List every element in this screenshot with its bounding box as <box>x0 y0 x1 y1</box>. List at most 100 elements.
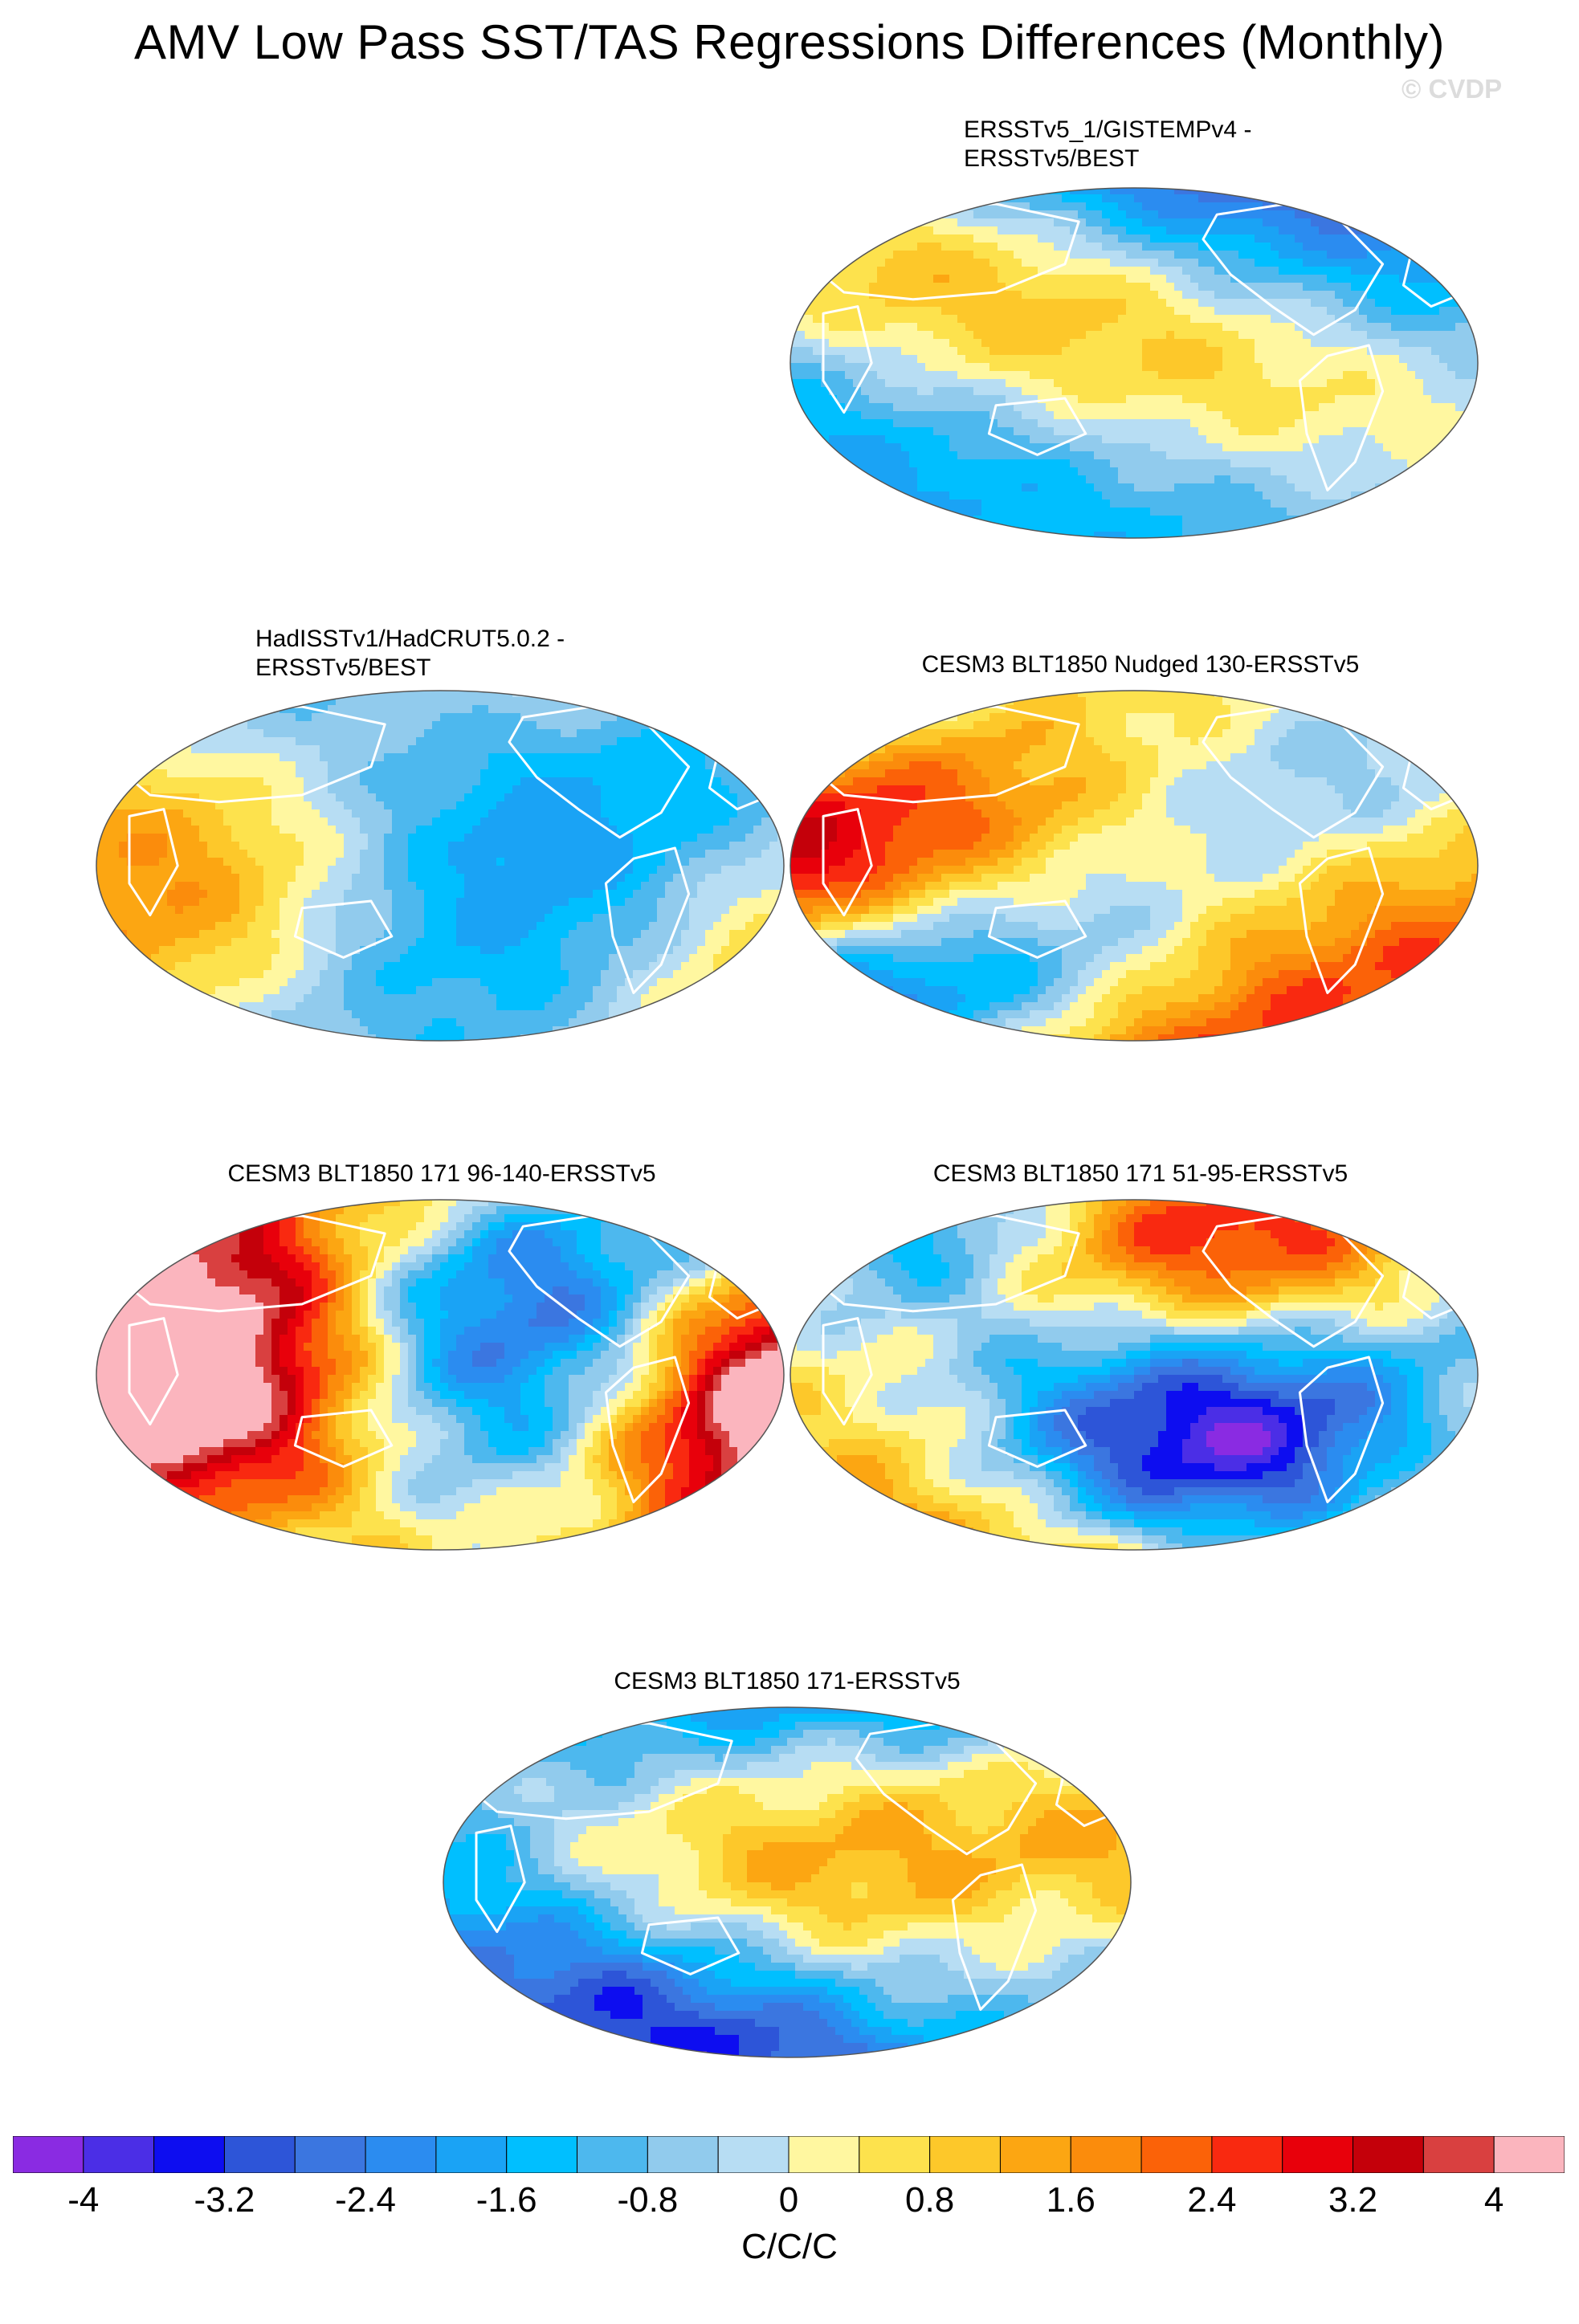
map-cell <box>424 745 433 754</box>
map-cell <box>1022 259 1030 267</box>
map-cell <box>561 826 569 834</box>
map-cell <box>981 475 990 484</box>
map-cell <box>1303 516 1312 524</box>
map-cell <box>1327 251 1336 259</box>
map-cell <box>805 379 814 388</box>
map-cell <box>761 882 770 891</box>
map-cell <box>1118 275 1127 283</box>
map-cell <box>368 729 377 738</box>
map-cell <box>973 379 982 388</box>
map-cell <box>408 826 417 834</box>
map-cell <box>1246 202 1255 211</box>
map-cell <box>989 427 998 436</box>
map-cell <box>1447 331 1456 340</box>
map-cell <box>1271 331 1279 340</box>
map-cell <box>1102 188 1111 195</box>
map-cell <box>344 866 353 875</box>
map-cell <box>1094 499 1103 508</box>
map-cell <box>1118 210 1127 219</box>
map-cell <box>207 850 216 858</box>
map-cell <box>998 259 1006 267</box>
map-cell <box>1118 435 1127 444</box>
map-cell <box>737 858 746 866</box>
map-cell <box>96 850 104 858</box>
map-cell <box>1174 403 1183 412</box>
map-cell <box>1303 387 1312 396</box>
map-cell <box>705 809 714 818</box>
map-cell <box>1134 371 1143 380</box>
map-cell <box>1014 435 1022 444</box>
map-cell <box>805 323 814 332</box>
map-cell <box>1142 379 1151 388</box>
map-cell <box>1431 419 1440 428</box>
map-cell <box>1030 339 1038 348</box>
map-cell <box>641 785 650 794</box>
map-cell <box>1110 331 1119 340</box>
map-cell <box>1214 259 1223 267</box>
map-cell <box>1319 387 1328 396</box>
map-cell <box>893 234 902 243</box>
map-cell <box>183 834 192 842</box>
map-cell <box>1182 467 1191 476</box>
map-cell <box>440 850 449 858</box>
map-cell <box>1102 307 1111 316</box>
map-cell <box>989 491 998 500</box>
map-cell <box>1431 355 1440 364</box>
map-cell <box>1166 202 1175 211</box>
map-cell <box>432 691 441 698</box>
map-cell <box>183 882 192 891</box>
map-cell <box>901 363 910 372</box>
map-cell <box>1399 299 1408 308</box>
map-cell <box>721 801 730 810</box>
map-cell <box>392 785 401 794</box>
map-cell <box>1271 435 1279 444</box>
map-cell <box>376 777 385 786</box>
map-cell <box>376 834 385 842</box>
map-cell <box>1182 323 1191 332</box>
map-cell <box>957 499 966 508</box>
map-cell <box>577 882 585 891</box>
map-cell <box>877 443 886 452</box>
map-cell <box>1078 419 1087 428</box>
map-cell <box>504 858 513 866</box>
map-cell <box>464 721 473 730</box>
map-cell <box>829 435 838 444</box>
map-cell <box>981 234 990 243</box>
map-cell <box>989 355 998 364</box>
map-cell <box>167 866 176 875</box>
map-cell <box>1046 379 1055 388</box>
map-cell <box>400 817 409 826</box>
map-cell <box>1423 323 1432 332</box>
map-cell <box>821 387 830 396</box>
map-cell <box>392 842 401 850</box>
map-cell <box>901 299 910 308</box>
map-cell <box>1206 315 1215 324</box>
map-cell <box>933 339 942 348</box>
map-cell <box>1062 251 1071 259</box>
map-cell <box>392 737 401 746</box>
map-cell <box>909 291 918 300</box>
map-cell <box>360 826 369 834</box>
map-cell <box>1206 188 1215 195</box>
map-cell <box>949 275 958 283</box>
map-cell <box>1086 275 1095 283</box>
map-cell <box>1094 403 1103 412</box>
map-cell <box>392 761 401 770</box>
map-cell <box>713 785 722 794</box>
map-cell <box>829 323 838 332</box>
map-cell <box>1279 491 1287 500</box>
map-cell <box>512 705 521 714</box>
map-cell <box>1335 275 1344 283</box>
map-cell <box>1206 291 1215 300</box>
map-cell <box>1078 275 1087 283</box>
map-cell <box>96 874 104 883</box>
map-cell <box>981 251 990 259</box>
map-cell <box>1190 443 1199 452</box>
map-cell <box>368 866 377 875</box>
map-cell <box>973 435 982 444</box>
map-cell <box>1094 524 1103 532</box>
map-cell <box>998 291 1006 300</box>
map-cell <box>1271 259 1279 267</box>
map-cell <box>813 347 822 356</box>
map-cell <box>697 834 706 842</box>
